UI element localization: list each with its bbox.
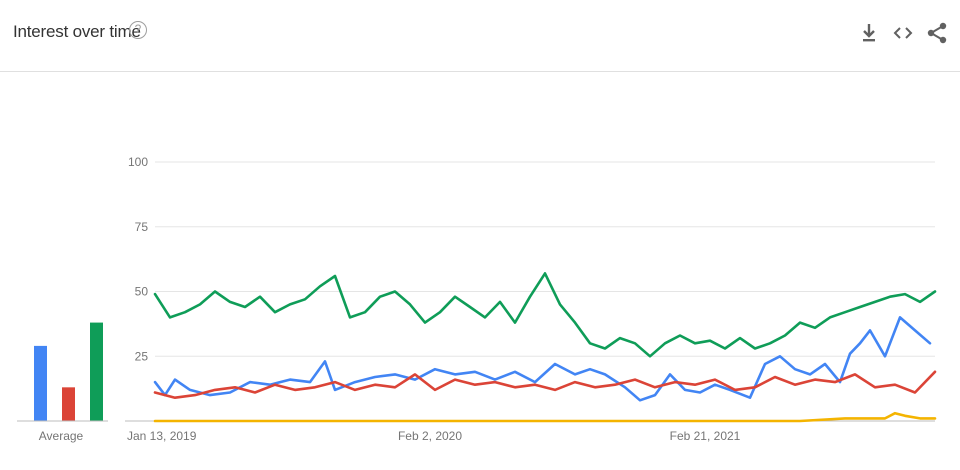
- x-tick-label: Feb 2, 2020: [398, 429, 462, 443]
- series-line-2[interactable]: [153, 370, 937, 400]
- share-icon[interactable]: [925, 20, 949, 46]
- grid: [125, 161, 935, 422]
- help-icon[interactable]: ?: [129, 21, 147, 39]
- y-tick-label: 50: [135, 285, 149, 299]
- average-bars: [17, 322, 108, 422]
- series-lines: [153, 272, 937, 423]
- y-tick-label: 75: [135, 220, 149, 234]
- y-tick-label: 100: [128, 155, 148, 169]
- series-line-3[interactable]: [153, 272, 937, 358]
- series-line-1[interactable]: [153, 316, 932, 402]
- series-line-4[interactable]: [153, 411, 937, 423]
- y-tick-label: 25: [135, 349, 149, 363]
- average-label: Average: [39, 429, 84, 443]
- embed-icon[interactable]: [891, 20, 915, 46]
- download-icon[interactable]: [857, 20, 881, 46]
- x-tick-label: Jan 13, 2019: [127, 429, 197, 443]
- average-bar-3[interactable]: [90, 322, 103, 421]
- average-bar-1[interactable]: [34, 345, 47, 421]
- x-tick-label: Feb 21, 2021: [670, 429, 741, 443]
- average-bar-2[interactable]: [62, 387, 75, 421]
- axis-labels: 25 50 75 100 Jan 13, 2019 Feb 2, 2020 Feb 21, …: [39, 155, 741, 443]
- chart-title: Interest over time: [13, 22, 141, 41]
- header: Interest over time ?: [0, 0, 960, 72]
